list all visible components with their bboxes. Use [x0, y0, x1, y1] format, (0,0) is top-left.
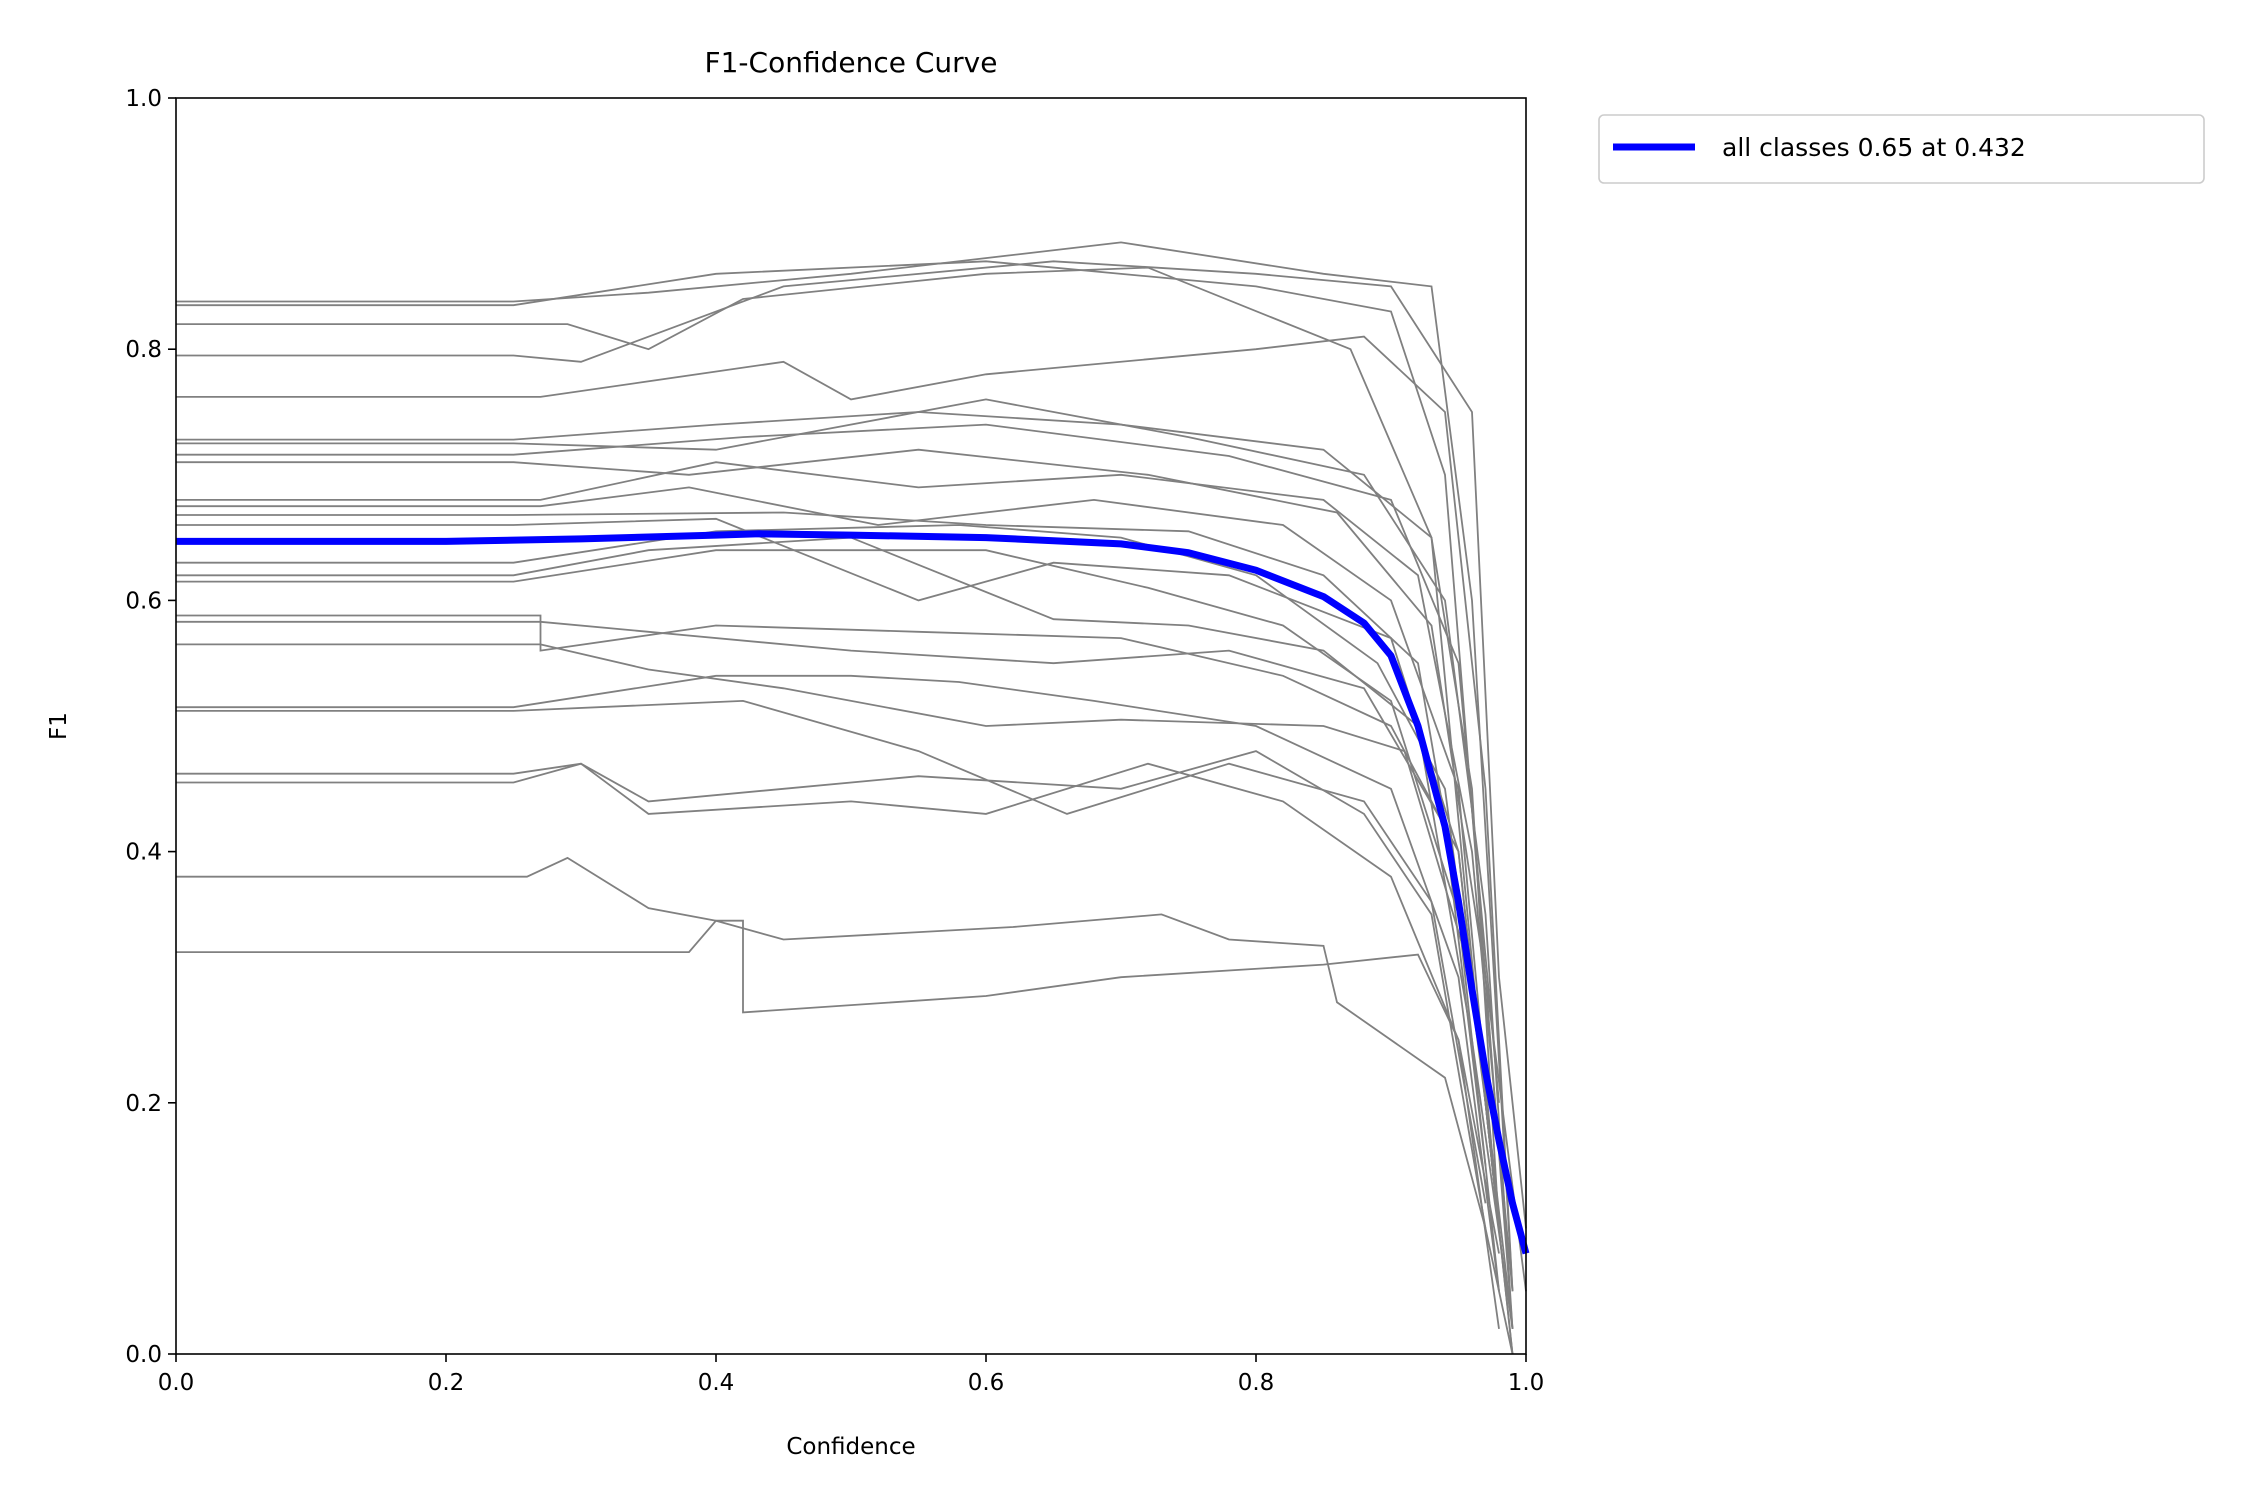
- class-curve-3: [176, 266, 1514, 1355]
- class-curve-24: [176, 856, 1514, 1355]
- class-curve-8: [176, 423, 1500, 1103]
- class-curve-1: [176, 241, 1514, 1292]
- class-curve-22: [176, 750, 1487, 1229]
- class-curve-20: [176, 674, 1500, 1292]
- x-tick-label: 1.0: [1508, 1370, 1545, 1396]
- y-tick-label: 1.0: [125, 86, 162, 112]
- x-tick-label: 0.2: [428, 1370, 465, 1396]
- class-curve-14: [176, 524, 1487, 1103]
- y-axis-label: F1: [46, 712, 72, 740]
- x-tick-label: 0.0: [158, 1370, 195, 1396]
- legend-label-all-classes: all classes 0.65 at 0.432: [1722, 133, 2026, 162]
- all-classes-curve: [176, 530, 1530, 1255]
- class-curve-13: [176, 517, 1500, 1229]
- y-tick-label: 0.8: [125, 337, 162, 363]
- class-curve-23: [176, 762, 1500, 1330]
- class-curve-19: [176, 643, 1514, 1355]
- per-class-curves: [176, 241, 1527, 1355]
- class-curve-25: [176, 919, 1500, 1254]
- class-curve-11: [176, 486, 1500, 1229]
- class-curve-18: [176, 620, 1487, 1166]
- x-tick-label: 0.4: [698, 1370, 735, 1396]
- class-curve-5: [176, 335, 1514, 1292]
- plot-frame: [175, 97, 1527, 1355]
- x-tick-label: 0.8: [1238, 1370, 1275, 1396]
- class-curve-17: [176, 614, 1500, 1229]
- class-curve-10: [176, 461, 1514, 1292]
- y-ticks: 0.0 0.2 0.4 0.6 0.8 1.0: [125, 86, 176, 1368]
- class-curve-12: [176, 511, 1514, 1330]
- class-curve-16: [176, 549, 1500, 1292]
- class-curve-2: [176, 260, 1514, 1329]
- all-classes-curve-group: [176, 530, 1530, 1255]
- x-axis-label: Confidence: [786, 1434, 915, 1460]
- legend: all classes 0.65 at 0.432: [1598, 114, 2205, 184]
- x-ticks: 0.0 0.2 0.4 0.6 0.8 1.0: [158, 1354, 1545, 1396]
- class-curve-21: [176, 699, 1487, 1204]
- class-curve-9: [176, 448, 1527, 1292]
- y-tick-label: 0.0: [125, 1342, 162, 1368]
- y-tick-label: 0.2: [125, 1091, 162, 1117]
- chart-title: F1-Confidence Curve: [705, 46, 998, 79]
- legend-box: [1598, 114, 2205, 184]
- class-curve-4: [176, 260, 1527, 1229]
- x-tick-label: 0.6: [968, 1370, 1005, 1396]
- y-tick-label: 0.4: [125, 840, 162, 866]
- y-tick-label: 0.6: [125, 588, 162, 614]
- class-curve-15: [176, 536, 1514, 1330]
